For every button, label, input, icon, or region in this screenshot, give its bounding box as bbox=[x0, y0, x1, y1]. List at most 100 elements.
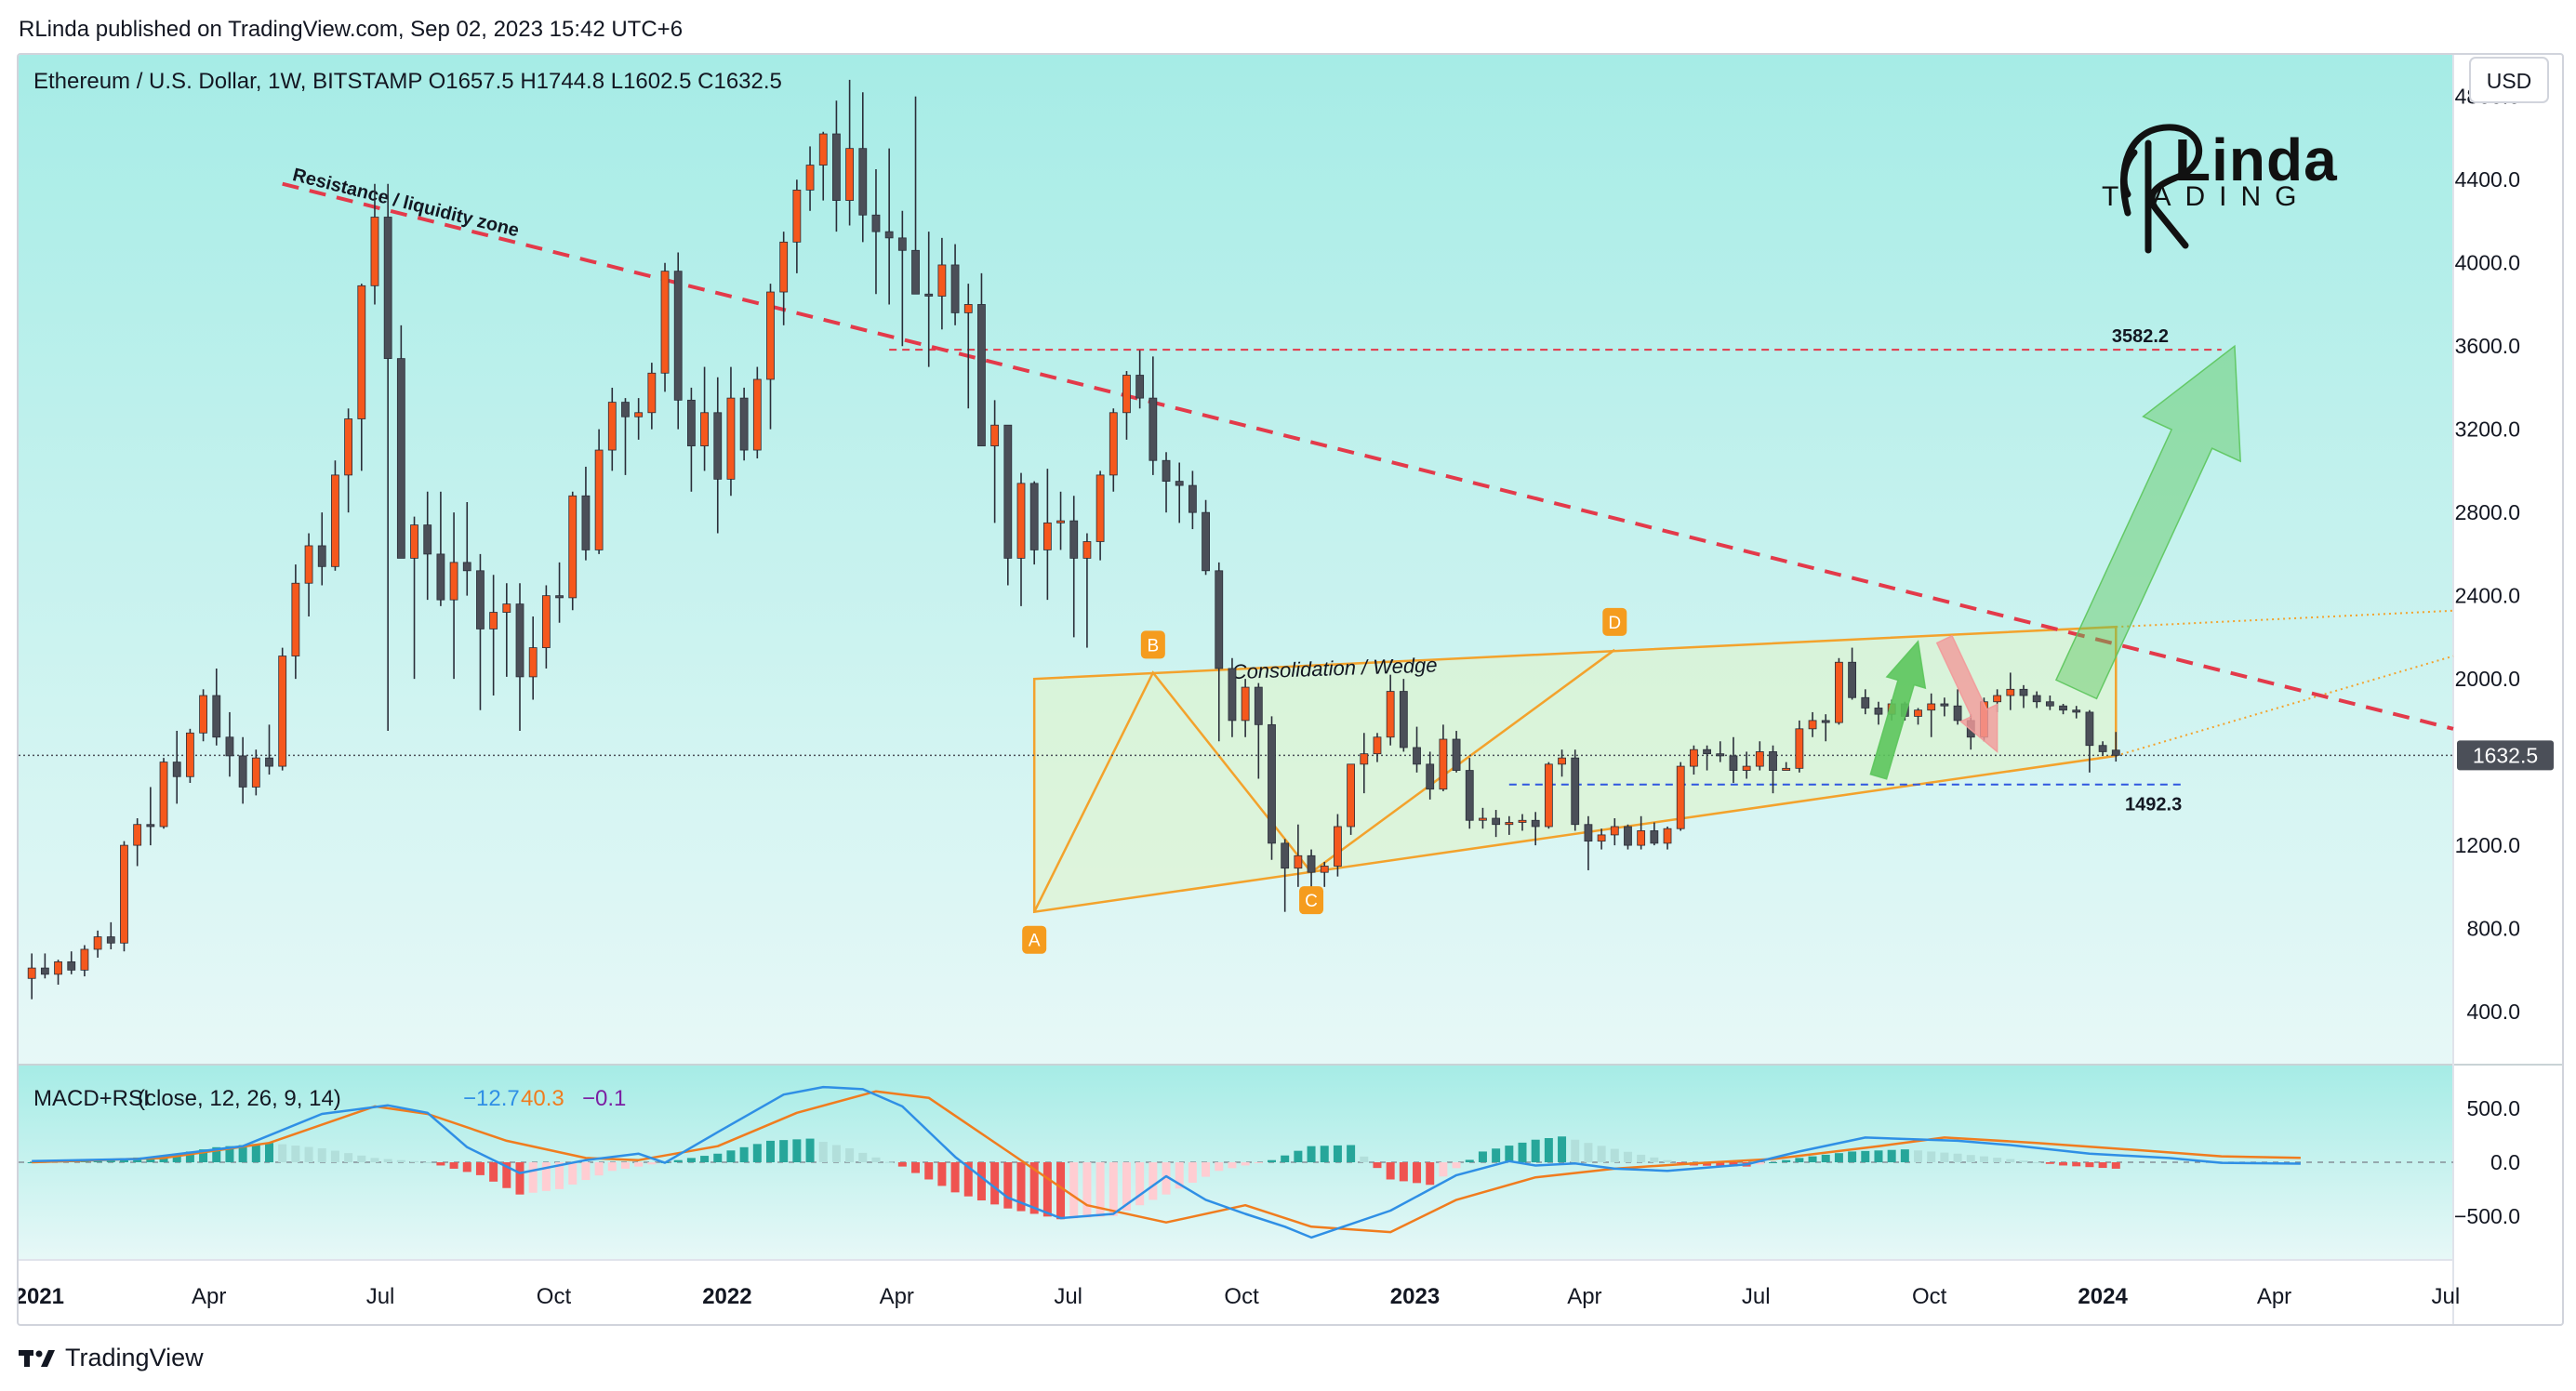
macd-histogram-bar bbox=[2006, 1159, 2015, 1162]
macd-histogram-bar bbox=[831, 1145, 841, 1162]
macd-histogram-bar bbox=[897, 1162, 907, 1167]
macd-histogram-bar bbox=[1940, 1152, 1949, 1162]
candle-body bbox=[291, 582, 300, 656]
candle-body bbox=[621, 402, 630, 417]
macd-histogram-bar bbox=[1782, 1159, 1791, 1162]
macd-histogram-bar bbox=[1795, 1158, 1804, 1162]
price-axis-tick: 3600.0 bbox=[2455, 334, 2520, 358]
candle-body bbox=[1861, 696, 1870, 709]
macd-histogram-bar bbox=[1056, 1162, 1066, 1220]
rlinda-profile-logo bbox=[2119, 124, 2203, 254]
time-axis-tick: Apr bbox=[192, 1284, 226, 1309]
macd-histogram-bar bbox=[1558, 1136, 1567, 1162]
candle-body bbox=[1492, 817, 1501, 826]
candle-body bbox=[423, 524, 432, 555]
candle-body bbox=[1439, 738, 1448, 790]
macd-histogram-bar bbox=[1544, 1138, 1553, 1162]
point-marker-label: A bbox=[1029, 932, 1041, 951]
macd-histogram-bar bbox=[1386, 1162, 1395, 1180]
candle-body bbox=[331, 474, 339, 567]
macd-histogram-bar bbox=[317, 1147, 326, 1162]
macd-histogram-bar bbox=[1135, 1162, 1145, 1206]
macd-histogram-bar bbox=[2072, 1162, 2081, 1167]
macd-histogram-bar bbox=[990, 1162, 1000, 1205]
abcd-pattern-line bbox=[1033, 648, 1616, 913]
candle-body bbox=[80, 948, 89, 971]
candle-body bbox=[1584, 824, 1593, 842]
price-axis-tick: 1200.0 bbox=[2455, 833, 2520, 857]
candle-body bbox=[858, 148, 868, 216]
macd-histogram-bar bbox=[1637, 1154, 1646, 1162]
macd-histogram-bar bbox=[779, 1140, 789, 1162]
chart-frame: Resistance / liquidity zone 3582.2 1492.3 C… bbox=[17, 53, 2564, 1326]
candle-body bbox=[1399, 691, 1408, 748]
macd-histogram-bar bbox=[1465, 1159, 1474, 1162]
tradingview-logo-icon bbox=[19, 1347, 56, 1370]
time-axis-tick: 2024 bbox=[2078, 1284, 2128, 1309]
candle-body bbox=[2059, 705, 2067, 711]
macd-histogram-bar bbox=[752, 1144, 762, 1162]
candle-body bbox=[396, 358, 405, 559]
time-axis-tick: Oct bbox=[537, 1284, 572, 1309]
macd-histogram-bar bbox=[686, 1158, 696, 1162]
candle-body bbox=[1347, 763, 1356, 828]
macd-histogram-bar bbox=[502, 1162, 511, 1188]
candle-body bbox=[1835, 661, 1843, 723]
footer: TradingView bbox=[19, 1344, 204, 1372]
macd-histogram-bar bbox=[1848, 1151, 1857, 1162]
indicator-axis-tick: 0.0 bbox=[2490, 1150, 2520, 1174]
candle-body bbox=[1518, 819, 1527, 823]
macd-histogram-bar bbox=[2098, 1162, 2107, 1169]
candle-body bbox=[1426, 763, 1435, 790]
chart-canvas[interactable]: Resistance / liquidity zone3582.21492.3C… bbox=[19, 55, 2562, 1324]
candle-body bbox=[133, 824, 142, 846]
currency-label: USD bbox=[2487, 69, 2532, 93]
candle-body bbox=[106, 936, 115, 944]
candle-body bbox=[370, 217, 379, 286]
time-axis-tick: Apr bbox=[1567, 1284, 1601, 1309]
macd-histogram-bar bbox=[1042, 1162, 1052, 1217]
indicator-value-histogram: −0.1 bbox=[582, 1086, 626, 1111]
candle-body bbox=[1663, 828, 1672, 844]
candle-body bbox=[1254, 686, 1263, 725]
candle-body bbox=[686, 399, 696, 446]
macd-histogram-bar bbox=[2059, 1162, 2068, 1166]
macd-histogram-bar bbox=[713, 1153, 723, 1162]
macd-histogram-bar bbox=[1650, 1157, 1659, 1162]
macd-histogram-bar bbox=[1188, 1162, 1197, 1183]
macd-histogram-bar bbox=[1808, 1156, 1817, 1162]
macd-histogram-bar bbox=[1413, 1162, 1422, 1184]
candle-body bbox=[1334, 826, 1342, 867]
candle-body bbox=[1993, 695, 2002, 703]
candle-body bbox=[40, 967, 49, 975]
candle-body bbox=[2098, 745, 2107, 752]
point-marker-box bbox=[1299, 886, 1324, 915]
candle-body bbox=[950, 264, 960, 313]
macd-histogram-bar bbox=[1676, 1162, 1685, 1163]
candle-body bbox=[317, 545, 326, 567]
indicator-legend-name: MACD+RSI bbox=[33, 1086, 150, 1111]
macd-histogram-bar bbox=[1755, 1162, 1764, 1165]
candle-body bbox=[410, 524, 418, 559]
tradingview-brand[interactable]: TradingView bbox=[65, 1344, 204, 1371]
macd-histogram-bar bbox=[1307, 1146, 1316, 1162]
candle-body bbox=[1360, 753, 1369, 765]
macd-histogram-bar bbox=[1215, 1162, 1224, 1172]
macd-histogram-bar bbox=[1953, 1153, 1962, 1162]
macd-histogram-bar bbox=[357, 1155, 366, 1162]
macd-histogram-bar bbox=[423, 1162, 432, 1163]
candle-body bbox=[1874, 708, 1883, 715]
currency-button[interactable]: USD bbox=[2469, 57, 2549, 103]
macd-histogram-bar bbox=[726, 1150, 736, 1162]
candle-body bbox=[1848, 661, 1857, 698]
candle-body bbox=[357, 285, 366, 419]
candle-body bbox=[832, 133, 841, 201]
candle-body bbox=[2006, 688, 2015, 696]
candle-body bbox=[1940, 703, 1949, 707]
macd-histogram-bar bbox=[1531, 1139, 1540, 1162]
candle-body bbox=[963, 304, 973, 313]
candle-body bbox=[1610, 826, 1619, 836]
last-price-badge-label: 1632.5 bbox=[2473, 743, 2538, 767]
candle-body bbox=[528, 647, 538, 678]
candle-body bbox=[1307, 854, 1316, 873]
